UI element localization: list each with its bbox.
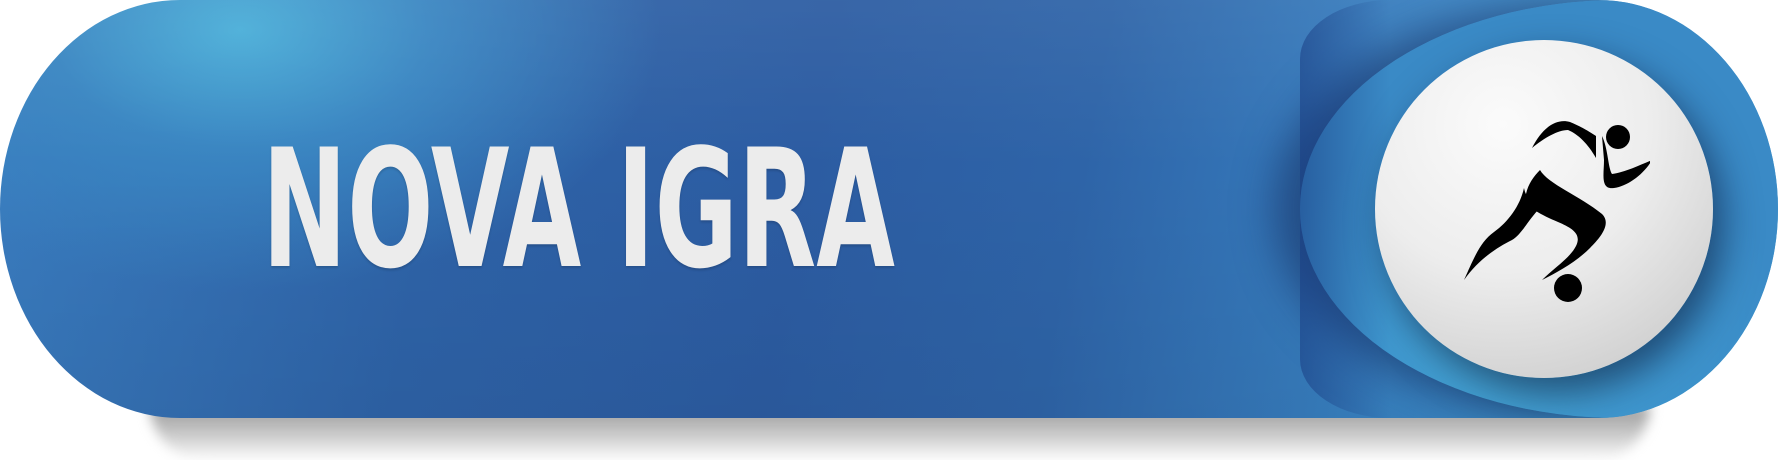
new-game-button[interactable]: NOVA IGRA (0, 0, 1778, 418)
start-circle-button[interactable] (1375, 40, 1713, 378)
runner-icon (1464, 121, 1650, 302)
new-game-label: NOVA IGRA (262, 114, 895, 305)
